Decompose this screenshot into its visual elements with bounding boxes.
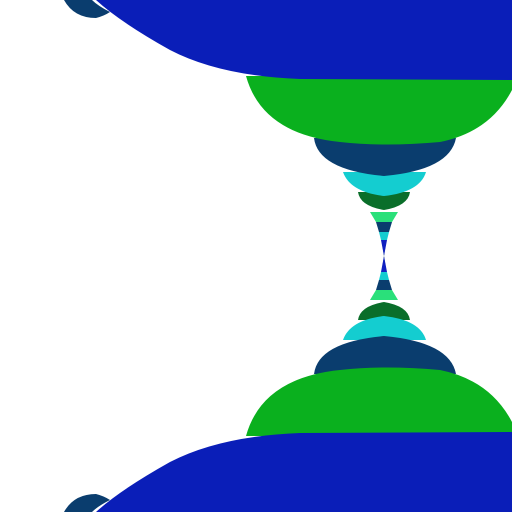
top-half <box>64 0 512 256</box>
bottom-half <box>64 256 512 512</box>
